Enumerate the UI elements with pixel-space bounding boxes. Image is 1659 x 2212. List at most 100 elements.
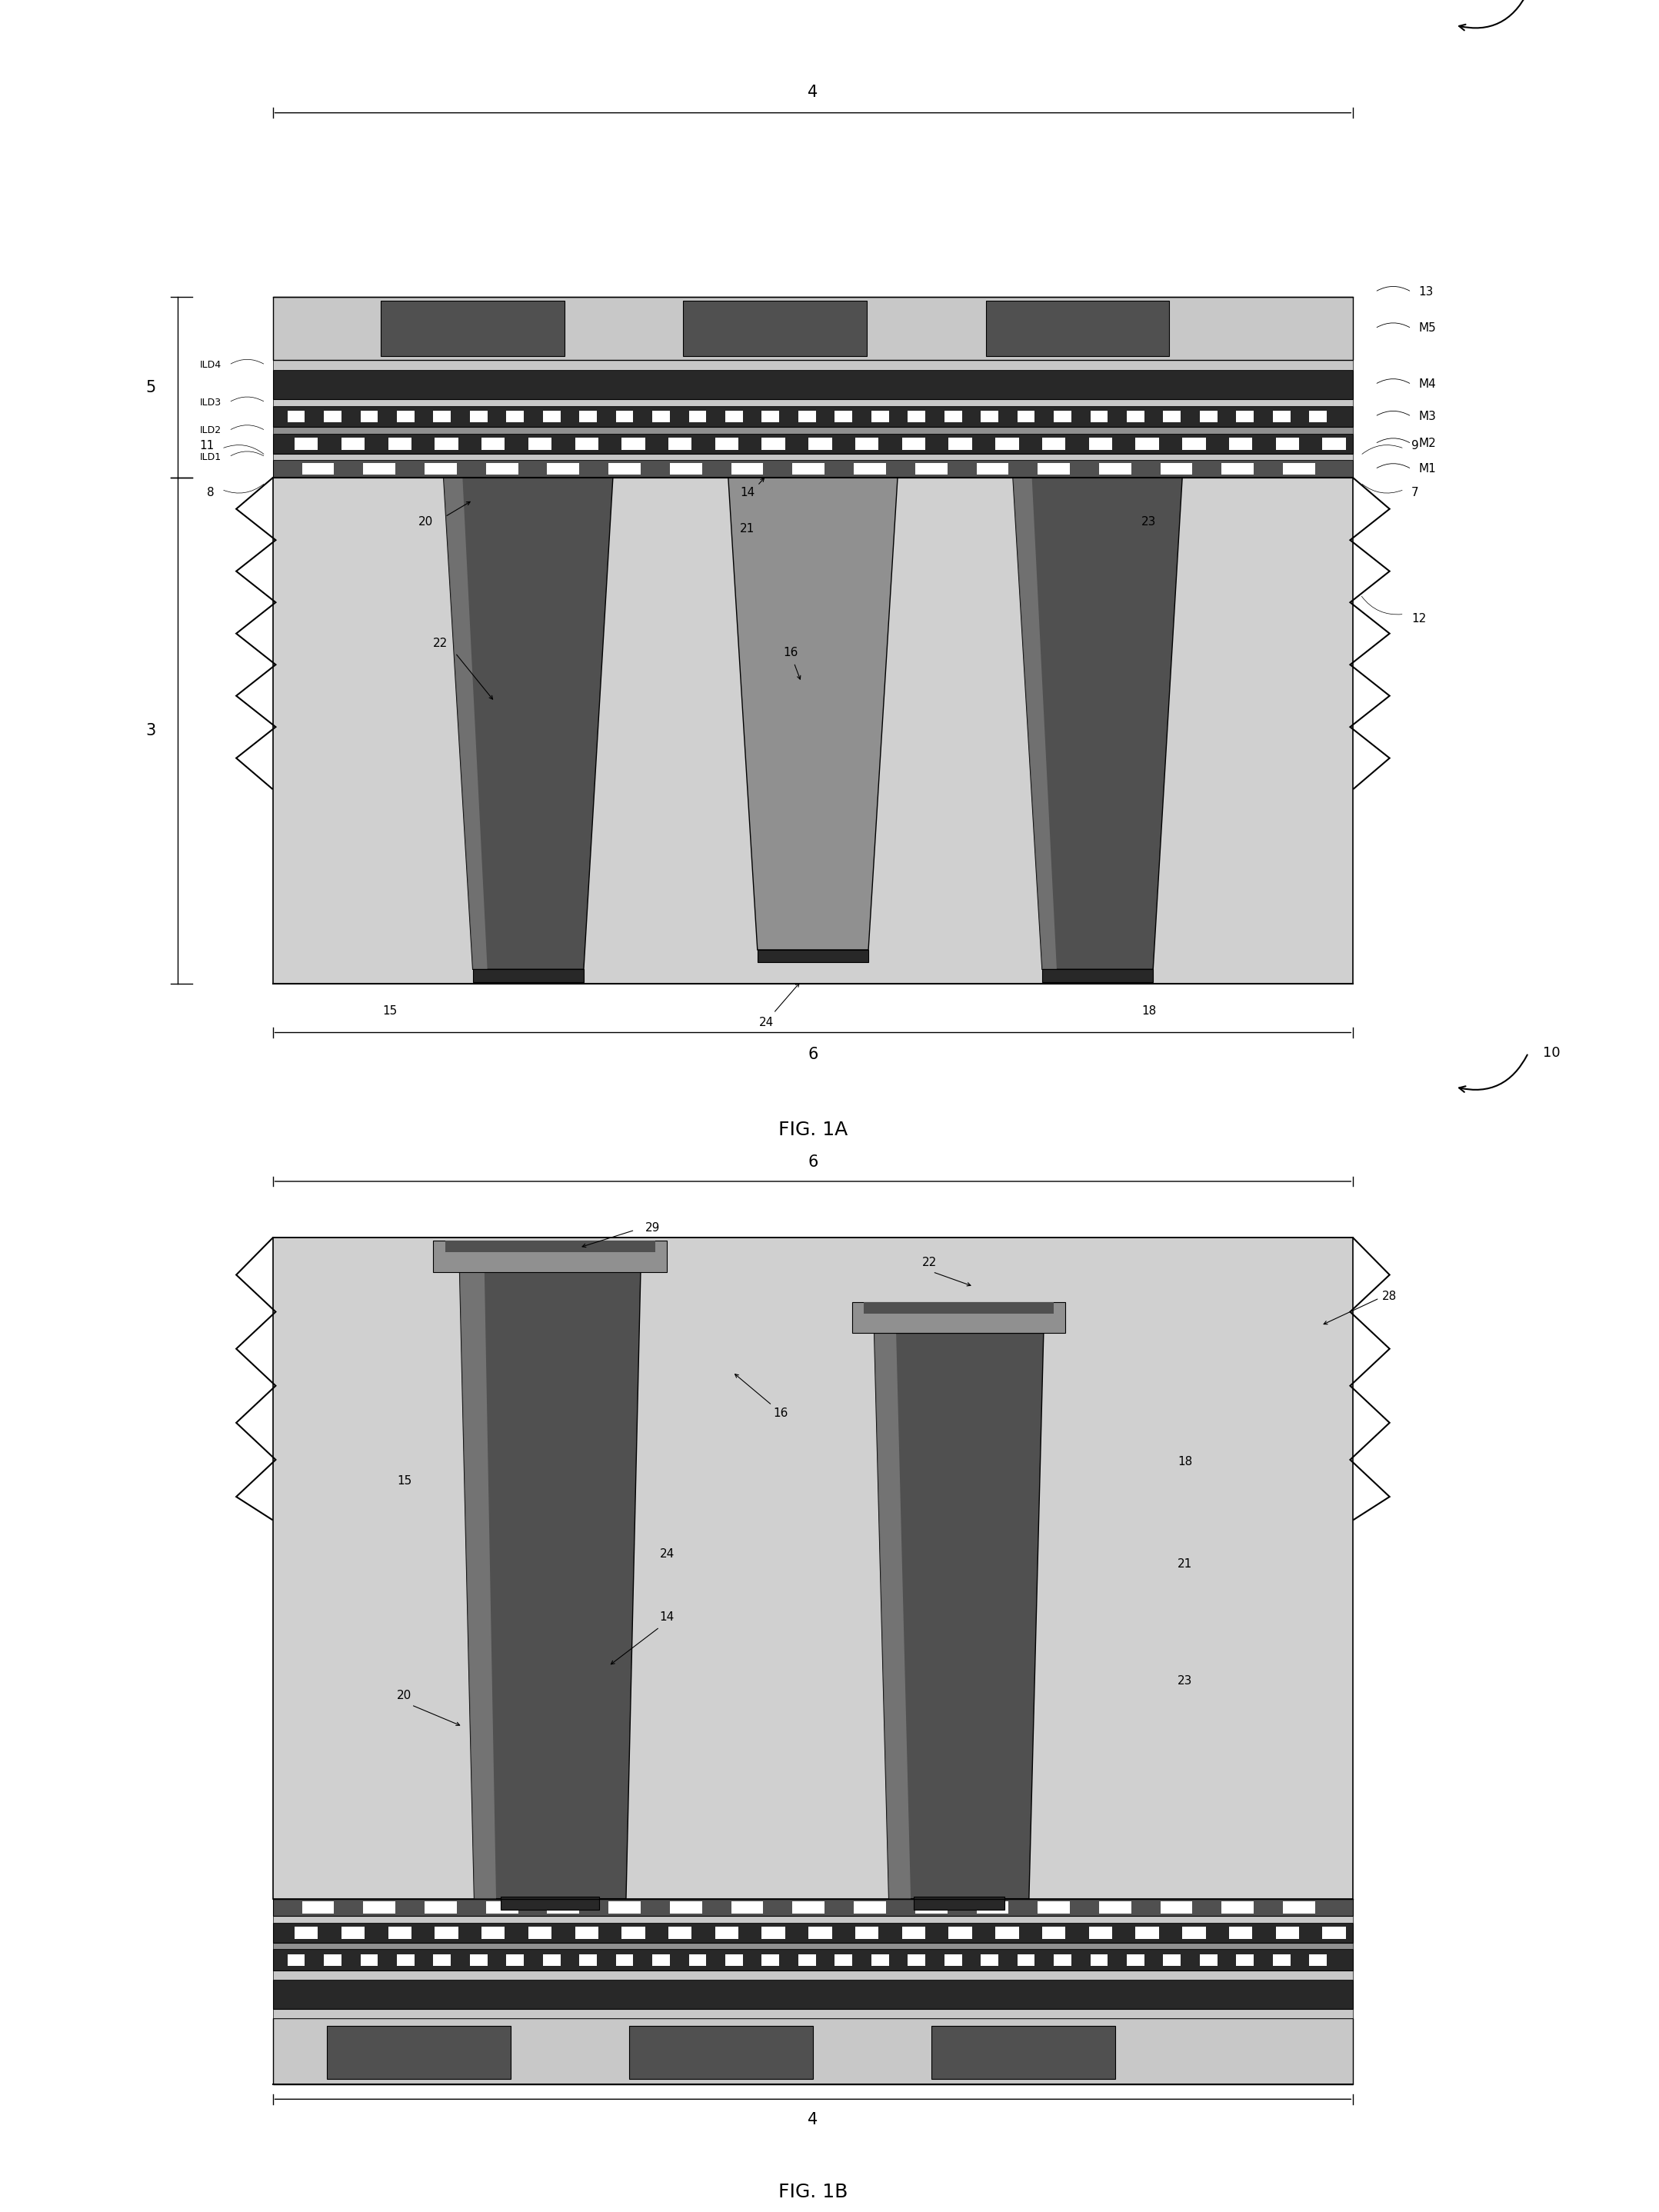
- Bar: [609, 1902, 640, 1913]
- Text: 11: 11: [199, 440, 214, 451]
- Polygon shape: [728, 478, 898, 949]
- Bar: [272, 427, 1354, 434]
- Text: 14: 14: [660, 1613, 674, 1624]
- Bar: [808, 1927, 831, 1938]
- Bar: [1090, 1953, 1108, 1966]
- Bar: [1088, 438, 1112, 449]
- Bar: [342, 438, 365, 449]
- Text: 21: 21: [1178, 1557, 1193, 1571]
- Text: 6: 6: [808, 1046, 818, 1062]
- Bar: [871, 1953, 889, 1966]
- Bar: [1309, 411, 1327, 422]
- Bar: [995, 1927, 1019, 1938]
- Text: 29: 29: [645, 1223, 660, 1234]
- Text: 6: 6: [808, 1155, 818, 1170]
- Bar: [576, 438, 599, 449]
- Bar: [1322, 438, 1345, 449]
- Bar: [576, 1927, 599, 1938]
- Bar: [1126, 1953, 1145, 1966]
- Polygon shape: [874, 1334, 911, 1898]
- Bar: [382, 301, 564, 356]
- Bar: [287, 1953, 305, 1966]
- Bar: [433, 1953, 451, 1966]
- Bar: [1163, 1953, 1181, 1966]
- Bar: [980, 1953, 999, 1966]
- Bar: [622, 438, 645, 449]
- Bar: [985, 301, 1170, 356]
- Bar: [1183, 1927, 1206, 1938]
- Bar: [916, 462, 947, 476]
- Text: 15: 15: [382, 1006, 397, 1018]
- Bar: [486, 1902, 518, 1913]
- Bar: [864, 1303, 1053, 1314]
- Text: 20: 20: [397, 1690, 411, 1701]
- Bar: [995, 438, 1019, 449]
- Bar: [834, 411, 853, 422]
- Bar: [856, 438, 879, 449]
- Bar: [944, 1953, 962, 1966]
- Text: 22: 22: [922, 1256, 937, 1267]
- Bar: [433, 411, 451, 422]
- Bar: [1098, 462, 1131, 476]
- Bar: [272, 1942, 1354, 1949]
- Bar: [272, 453, 1354, 460]
- Bar: [1309, 1953, 1327, 1966]
- Bar: [902, 1927, 926, 1938]
- Bar: [902, 438, 926, 449]
- Bar: [834, 1953, 853, 1966]
- Bar: [363, 1902, 395, 1913]
- Text: 23: 23: [1178, 1674, 1193, 1686]
- Text: 14: 14: [740, 487, 755, 498]
- Bar: [324, 1953, 342, 1966]
- Bar: [715, 1927, 738, 1938]
- Bar: [808, 438, 831, 449]
- Text: FIG. 1A: FIG. 1A: [778, 1121, 848, 1139]
- Bar: [469, 411, 488, 422]
- Bar: [435, 438, 458, 449]
- Bar: [435, 1927, 458, 1938]
- Bar: [684, 301, 868, 356]
- Bar: [363, 462, 395, 476]
- Bar: [1160, 462, 1193, 476]
- Text: 8: 8: [207, 487, 214, 498]
- Text: 5: 5: [146, 380, 156, 396]
- Bar: [856, 1927, 879, 1938]
- Bar: [327, 2026, 511, 2079]
- Text: 16: 16: [773, 1407, 788, 1418]
- Text: ILD1: ILD1: [201, 451, 222, 462]
- Bar: [629, 2026, 813, 2079]
- Bar: [486, 462, 518, 476]
- Bar: [798, 1953, 816, 1966]
- Bar: [272, 398, 1354, 405]
- Bar: [1042, 969, 1153, 982]
- Bar: [342, 1927, 365, 1938]
- Bar: [758, 949, 868, 962]
- Bar: [1017, 411, 1035, 422]
- Bar: [977, 1902, 1009, 1913]
- Bar: [579, 411, 597, 422]
- Text: ILD2: ILD2: [201, 425, 222, 436]
- Text: 15: 15: [397, 1475, 411, 1486]
- Bar: [481, 438, 504, 449]
- Bar: [688, 411, 707, 422]
- Bar: [528, 1927, 551, 1938]
- Bar: [542, 411, 561, 422]
- Bar: [388, 438, 411, 449]
- Bar: [1229, 438, 1253, 449]
- Text: 28: 28: [1382, 1290, 1397, 1303]
- Text: M4: M4: [1418, 378, 1437, 389]
- Bar: [287, 411, 305, 422]
- Polygon shape: [1014, 478, 1057, 969]
- Bar: [388, 1927, 411, 1938]
- Bar: [272, 1971, 1354, 1980]
- Bar: [793, 462, 825, 476]
- Bar: [949, 438, 972, 449]
- Bar: [761, 1927, 785, 1938]
- Bar: [1090, 411, 1108, 422]
- Bar: [669, 438, 692, 449]
- Bar: [1236, 1953, 1254, 1966]
- Bar: [1135, 1927, 1160, 1938]
- Text: 4: 4: [808, 2112, 818, 2128]
- Text: ILD3: ILD3: [201, 398, 222, 407]
- Polygon shape: [443, 478, 612, 969]
